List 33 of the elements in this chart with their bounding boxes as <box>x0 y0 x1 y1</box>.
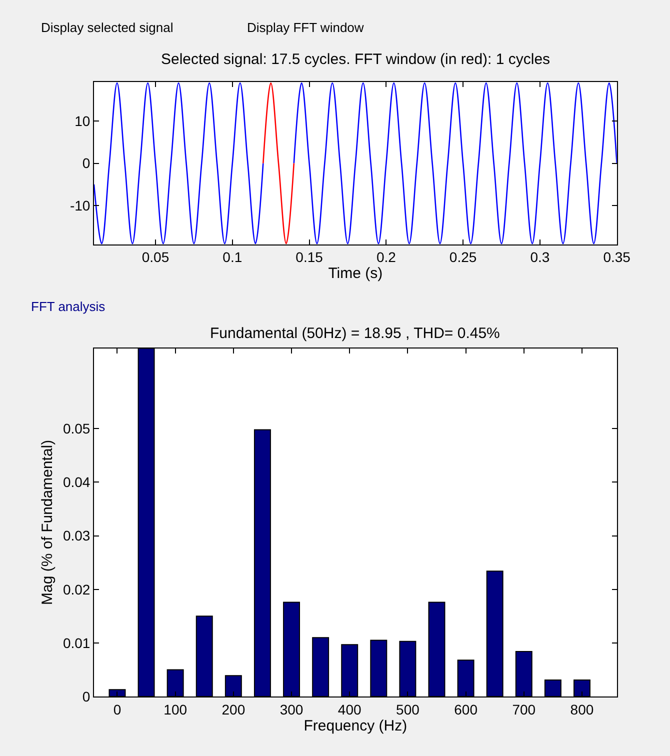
chart-title: Selected signal: 17.5 cycles. FFT window (in red): 1 cycles <box>161 51 550 68</box>
y-tick-label: 0.05 <box>62 420 90 437</box>
x-tick-label: 0.05 <box>142 249 170 266</box>
chart-title: Fundamental (50Hz) = 18.95 , THD= 0.45% <box>210 325 500 342</box>
x-tick-label: 500 <box>396 701 420 718</box>
y-tick-label: 0.04 <box>62 474 90 490</box>
x-tick-label: 0.3 <box>530 249 550 266</box>
text: Display FFT window <box>247 20 364 35</box>
x-tick-label: 600 <box>454 701 478 718</box>
y-tick-label: 0.02 <box>62 581 90 598</box>
y-axis-title: Mag (% of Fundamental) <box>39 440 56 605</box>
x-tick-label: 0.2 <box>376 249 396 266</box>
x-axis-title: Frequency (Hz) <box>304 717 408 734</box>
x-tick-label: 0.35 <box>603 249 631 266</box>
x-tick-label: 200 <box>222 701 246 718</box>
text: Display selected signal <box>41 20 174 35</box>
y-tick-label: 0.01 <box>62 634 90 651</box>
text: FFT analysis <box>31 299 106 314</box>
x-axis-title: Time (s) <box>328 265 383 282</box>
x-tick-label: 0 <box>113 701 122 718</box>
y-tick-label: 0 <box>82 688 90 704</box>
x-tick-label: 100 <box>164 701 188 718</box>
y-tick-label: 0 <box>82 155 90 172</box>
x-tick-label: 0.15 <box>296 249 324 266</box>
y-tick-label: 0.03 <box>62 528 90 544</box>
y-tick-label: 10 <box>74 112 90 129</box>
x-tick-label: 0.25 <box>449 249 477 266</box>
x-tick-label: 700 <box>512 701 536 718</box>
x-tick-label: 400 <box>338 701 362 718</box>
x-tick-label: 800 <box>570 701 594 718</box>
y-tick-label: -10 <box>70 197 90 214</box>
x-tick-label: 300 <box>280 701 304 718</box>
x-tick-label: 0.1 <box>222 249 242 266</box>
